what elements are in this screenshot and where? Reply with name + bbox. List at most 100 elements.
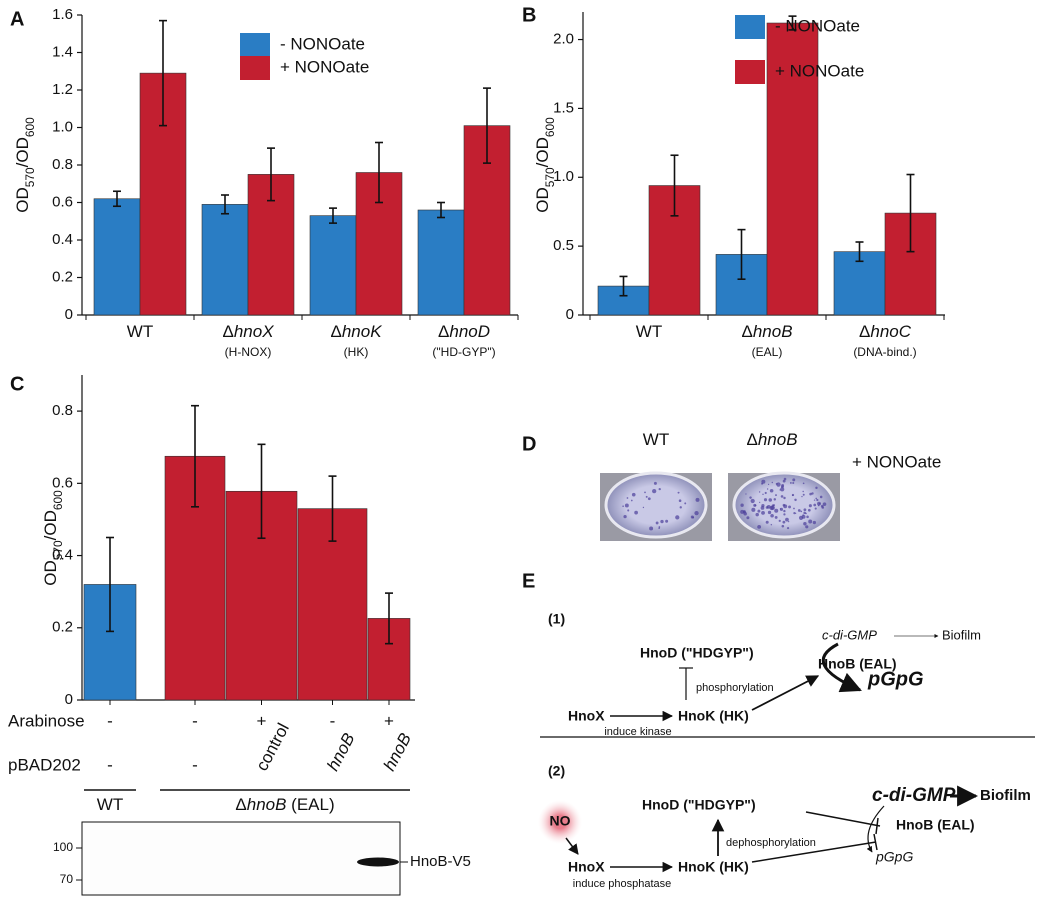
y-tick-label: 0.5: [553, 237, 574, 254]
speckle: [802, 514, 804, 516]
y-tick-label: 1.0: [553, 168, 574, 185]
speckle: [766, 488, 769, 490]
x-tick-note: (EAL): [752, 345, 783, 359]
speckle: [623, 515, 627, 519]
panel-label: E: [522, 570, 535, 592]
speckle: [809, 492, 812, 496]
speckle: [771, 481, 774, 484]
y-tick-label: 0.2: [52, 619, 73, 636]
inhibit: [751, 841, 877, 863]
y-axis-title: OD570/OD600: [533, 117, 557, 213]
condition-value: -: [192, 711, 198, 730]
node: HnoX: [568, 859, 605, 875]
bar: [201, 204, 249, 316]
speckle: [769, 488, 774, 493]
node: HnoK (HK): [678, 859, 749, 875]
text-part: Δ: [741, 322, 752, 341]
node: HnoX: [568, 708, 605, 724]
text-part: 570: [543, 167, 557, 187]
speckle: [783, 477, 787, 481]
x-tick-label: ΔhnoD: [438, 322, 490, 341]
text-part: /OD: [41, 510, 60, 540]
y-tick-label: 0.6: [52, 193, 73, 210]
speckle: [801, 495, 803, 498]
speckle: [757, 509, 761, 513]
text-part: hnoK: [342, 322, 382, 341]
speckle: [782, 503, 786, 507]
text-part: Δ: [330, 322, 341, 341]
speckle: [751, 507, 756, 512]
condition-value: -: [192, 755, 198, 774]
node: Biofilm: [980, 787, 1031, 804]
no-glow: [538, 800, 582, 844]
speckle: [652, 488, 657, 494]
speckle: [811, 492, 814, 495]
y-tick-label: 0.8: [52, 156, 73, 173]
speckle: [803, 522, 807, 526]
speckle: [815, 497, 818, 500]
speckle: [812, 520, 817, 525]
speckle: [802, 493, 805, 496]
speckle: [622, 505, 624, 508]
legend-swatch: [735, 15, 765, 39]
speckle: [803, 508, 807, 512]
speckle: [807, 508, 811, 512]
y-axis-title: OD570/OD600: [41, 490, 65, 586]
y-tick-label: 1.4: [52, 43, 73, 60]
speckle: [694, 510, 699, 516]
y-axis-title: OD570/OD600: [13, 117, 37, 213]
node: pGpG: [867, 668, 924, 690]
speckle: [783, 496, 786, 500]
speckle: [774, 515, 778, 519]
speckle: [800, 510, 803, 513]
speckle: [776, 482, 781, 487]
blot: [81, 821, 401, 896]
speckle: [794, 498, 797, 502]
band-label: HnoB-V5: [410, 853, 471, 870]
speckle: [760, 506, 765, 510]
speckle: [770, 505, 775, 510]
text-part: Δ: [746, 430, 757, 449]
text-part: 600: [23, 117, 37, 137]
legend-label: - NONOate: [280, 34, 365, 53]
condition-label: Arabinose: [8, 711, 85, 730]
text-part: OD: [533, 187, 552, 213]
speckle: [821, 506, 825, 509]
text-part: OD: [13, 187, 32, 213]
x-tick-label: ΔhnoX: [222, 322, 274, 341]
node: HnoK (HK): [678, 708, 749, 724]
legend-label: + NONOate: [280, 57, 369, 76]
marker-label: 70: [60, 872, 74, 886]
node: c-di-GMP: [872, 785, 956, 806]
x-tick-label: WT: [127, 322, 153, 341]
speckle: [740, 503, 744, 507]
text-part: hnoB: [247, 795, 287, 814]
speckle: [786, 527, 790, 530]
text-part: Δ: [222, 322, 233, 341]
speckle: [757, 525, 762, 529]
condition-value: +: [384, 711, 394, 730]
condition-value: +: [257, 711, 267, 730]
speckle: [781, 483, 785, 487]
speckle: [764, 491, 767, 495]
speckle: [763, 498, 768, 502]
model-label: (2): [548, 763, 565, 779]
speckle: [782, 479, 786, 483]
speckle: [822, 502, 827, 506]
condition-label: pBAD202: [8, 755, 81, 774]
speckle: [677, 491, 680, 494]
y-tick-label: 0.2: [52, 268, 73, 285]
speckle: [767, 510, 772, 515]
speckle: [818, 502, 821, 505]
group-label: WT: [97, 795, 123, 814]
speckle: [675, 515, 680, 520]
speckle: [626, 497, 629, 499]
y-tick-label: 0.4: [52, 231, 73, 248]
blot-band: [357, 857, 399, 867]
speckle: [798, 515, 804, 520]
speckle: [762, 493, 764, 496]
speckle: [745, 493, 747, 495]
node: HnoD ("HDGYP"): [640, 645, 754, 661]
text-part: WT: [97, 795, 123, 814]
